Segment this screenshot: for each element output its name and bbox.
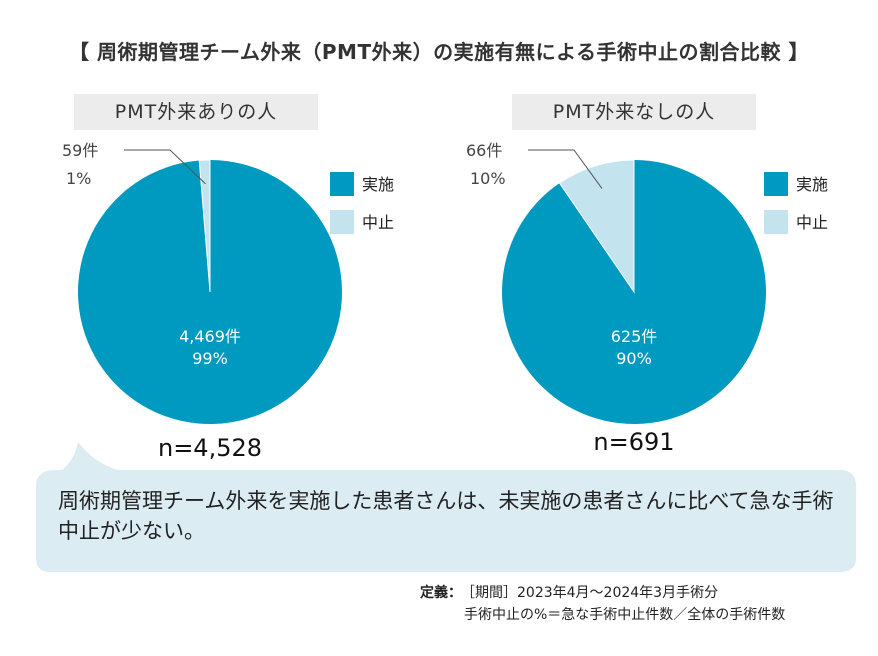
chart-title: 【 周術期管理チーム外来（PMT外来）の実施有無による手術中止の割合比較 】 [69,40,809,64]
legend-pmt-yes: 実施 中止 [330,172,394,234]
definition-note: 定義： ［期間］2023年4月〜2024年3月手術分 手術中止の%＝急な手術中止件… [420,582,785,626]
legend-label-cancelled: 中止 [796,213,828,232]
pie-chart-pmt-no: 625件 90% 66件 10% n=691 [466,141,766,456]
slice-count-label-cancelled: 59件 [62,141,98,160]
legend-swatch-cancelled [764,210,788,234]
sample-size-label: n=691 [593,428,674,456]
slice-count-label-implemented: 4,469件 [179,327,241,346]
legend-label-implemented: 実施 [362,175,394,194]
slice-count-label-cancelled: 66件 [466,141,502,160]
legend-swatch-implemented [330,172,354,196]
chart-label-pmt-no: PMT外来なしの人 [512,94,756,130]
legend-swatch-implemented [764,172,788,196]
slice-count-label-implemented: 625件 [611,327,658,346]
sample-size-label: n=4,528 [158,434,262,462]
definition-period: ［期間］2023年4月〜2024年3月手術分 [468,585,719,601]
legend-swatch-cancelled [330,210,354,234]
slice-pct-label-implemented: 99% [192,349,228,368]
pie-chart-pmt-yes: 4,469件 99% 59件 1% n=4,528 [62,141,343,462]
callout-text: 周術期管理チーム外来を実施した患者さんは、未実施の患者さんに比べて急な手術中止が… [58,489,834,543]
legend-pmt-no: 実施 中止 [764,172,828,234]
slice-pct-label-cancelled: 10% [470,169,506,188]
slice-pct-label-implemented: 90% [616,349,652,368]
pie-slice-cancelled [558,159,635,294]
legend-label-cancelled: 中止 [362,213,394,232]
leader-line [528,149,603,189]
chart-label-pmt-yes: PMT外来ありの人 [74,94,318,130]
legend-label-implemented: 実施 [796,175,828,194]
leader-line [124,149,206,185]
definition-formula: 手術中止の%＝急な手術中止件数／全体の手術件数 [464,607,786,623]
slice-pct-label-cancelled: 1% [66,169,91,188]
callout-bubble [36,442,856,572]
pie-slice-cancelled [198,159,211,293]
definition-key: 定義： [420,585,462,601]
